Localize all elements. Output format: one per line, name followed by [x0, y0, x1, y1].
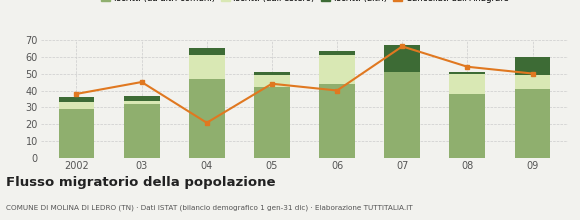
Bar: [59, 109, 95, 158]
Bar: [254, 72, 290, 75]
Bar: [450, 72, 485, 73]
Bar: [189, 79, 224, 158]
Bar: [514, 75, 550, 89]
Bar: [124, 96, 160, 101]
Bar: [254, 87, 290, 158]
Bar: [450, 73, 485, 94]
Bar: [254, 75, 290, 87]
Bar: [319, 84, 355, 158]
Bar: [189, 48, 224, 55]
Bar: [514, 89, 550, 158]
Text: Flusso migratorio della popolazione: Flusso migratorio della popolazione: [6, 176, 276, 189]
Bar: [124, 104, 160, 158]
Bar: [450, 94, 485, 158]
Bar: [59, 97, 95, 102]
Bar: [319, 51, 355, 55]
Bar: [385, 45, 420, 72]
Text: COMUNE DI MOLINA DI LEDRO (TN) · Dati ISTAT (bilancio demografico 1 gen-31 dic) : COMUNE DI MOLINA DI LEDRO (TN) · Dati IS…: [6, 205, 412, 211]
Bar: [514, 57, 550, 75]
Bar: [59, 102, 95, 109]
Bar: [124, 101, 160, 104]
Legend: Iscritti (da altri comuni), Iscritti (dall'estero), Iscritti (altri), Cancellati: Iscritti (da altri comuni), Iscritti (da…: [100, 0, 509, 3]
Bar: [319, 55, 355, 84]
Bar: [189, 55, 224, 79]
Bar: [385, 72, 420, 158]
